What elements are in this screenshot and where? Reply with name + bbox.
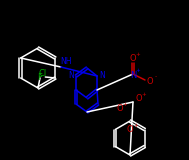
Text: +: + bbox=[134, 123, 138, 128]
Text: -: - bbox=[155, 75, 157, 80]
Text: NH: NH bbox=[60, 56, 72, 65]
Text: +: + bbox=[136, 52, 140, 56]
Text: +: + bbox=[123, 101, 127, 107]
Text: N: N bbox=[68, 71, 74, 80]
Text: +: + bbox=[142, 92, 146, 96]
Text: Cl: Cl bbox=[39, 68, 47, 77]
Text: N: N bbox=[130, 71, 136, 80]
Text: O: O bbox=[147, 76, 153, 85]
Text: F: F bbox=[37, 72, 42, 81]
Text: O: O bbox=[117, 104, 123, 112]
Text: N: N bbox=[99, 71, 105, 80]
Text: O: O bbox=[127, 124, 133, 133]
Text: O: O bbox=[136, 93, 142, 103]
Text: O: O bbox=[130, 53, 136, 63]
Text: +: + bbox=[136, 68, 140, 72]
